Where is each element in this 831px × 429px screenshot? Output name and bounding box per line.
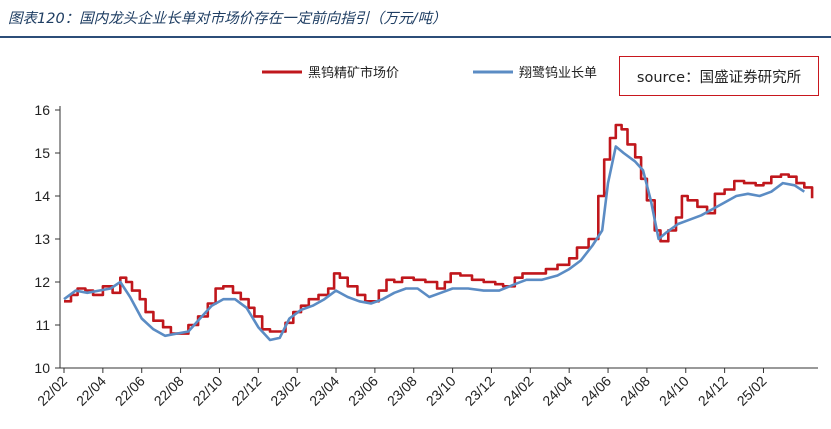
series-line-long-term-contract — [63, 145, 806, 342]
x-tick-label: 22/06 — [112, 373, 148, 409]
legend: 黑钨精矿市场价 翔鹭钨业长单 — [262, 65, 597, 81]
x-tick-label: 23/06 — [345, 373, 381, 409]
legend-label: 翔鹭钨业长单 — [519, 65, 597, 81]
x-tick-label: 22/02 — [34, 373, 70, 409]
y-tick-label: 16 — [34, 102, 50, 118]
x-tick-label: 24/10 — [656, 373, 692, 409]
x-tick-label: 22/12 — [228, 373, 264, 409]
y-tick-label: 10 — [34, 360, 50, 376]
legend-label: 黑钨精矿市场价 — [308, 65, 399, 81]
x-tick-label: 24/04 — [539, 373, 575, 409]
y-tick-label: 14 — [34, 188, 50, 204]
x-tick-label: 22/08 — [151, 373, 187, 409]
x-tick-label: 24/08 — [617, 373, 653, 409]
x-axis: 22/02 22/04 22/06 22/08 22/10 22/12 23/02 23/04… — [34, 367, 818, 409]
x-tick-label: 24/02 — [500, 373, 536, 409]
x-tick-label: 24/12 — [695, 373, 731, 409]
x-tick-label: 23/04 — [306, 373, 342, 409]
x-tick-label: 23/12 — [461, 373, 497, 409]
x-tick-label: 24/06 — [578, 373, 614, 409]
series-layer — [63, 123, 814, 342]
x-tick-label: 23/08 — [384, 373, 420, 409]
series-line-market-price — [64, 123, 814, 335]
y-tick-label: 12 — [34, 274, 50, 290]
y-axis: 10 11 12 13 14 15 16 — [34, 102, 61, 376]
x-tick-label: 23/02 — [267, 373, 303, 409]
x-tick-label: 22/04 — [73, 373, 109, 409]
title-divider — [0, 36, 831, 38]
source-note: source：国盛证券研究所 — [619, 56, 819, 96]
chart-title: 图表120：国内龙头企业长单对市场价存在一定前向指引（万元/吨） — [8, 11, 447, 27]
x-tick-label: 22/10 — [189, 373, 225, 409]
y-tick-label: 15 — [34, 145, 50, 161]
x-tick-label: 23/10 — [423, 373, 459, 409]
x-tick-label: 25/02 — [734, 373, 770, 409]
y-tick-label: 11 — [35, 317, 50, 333]
y-tick-label: 13 — [34, 231, 50, 247]
